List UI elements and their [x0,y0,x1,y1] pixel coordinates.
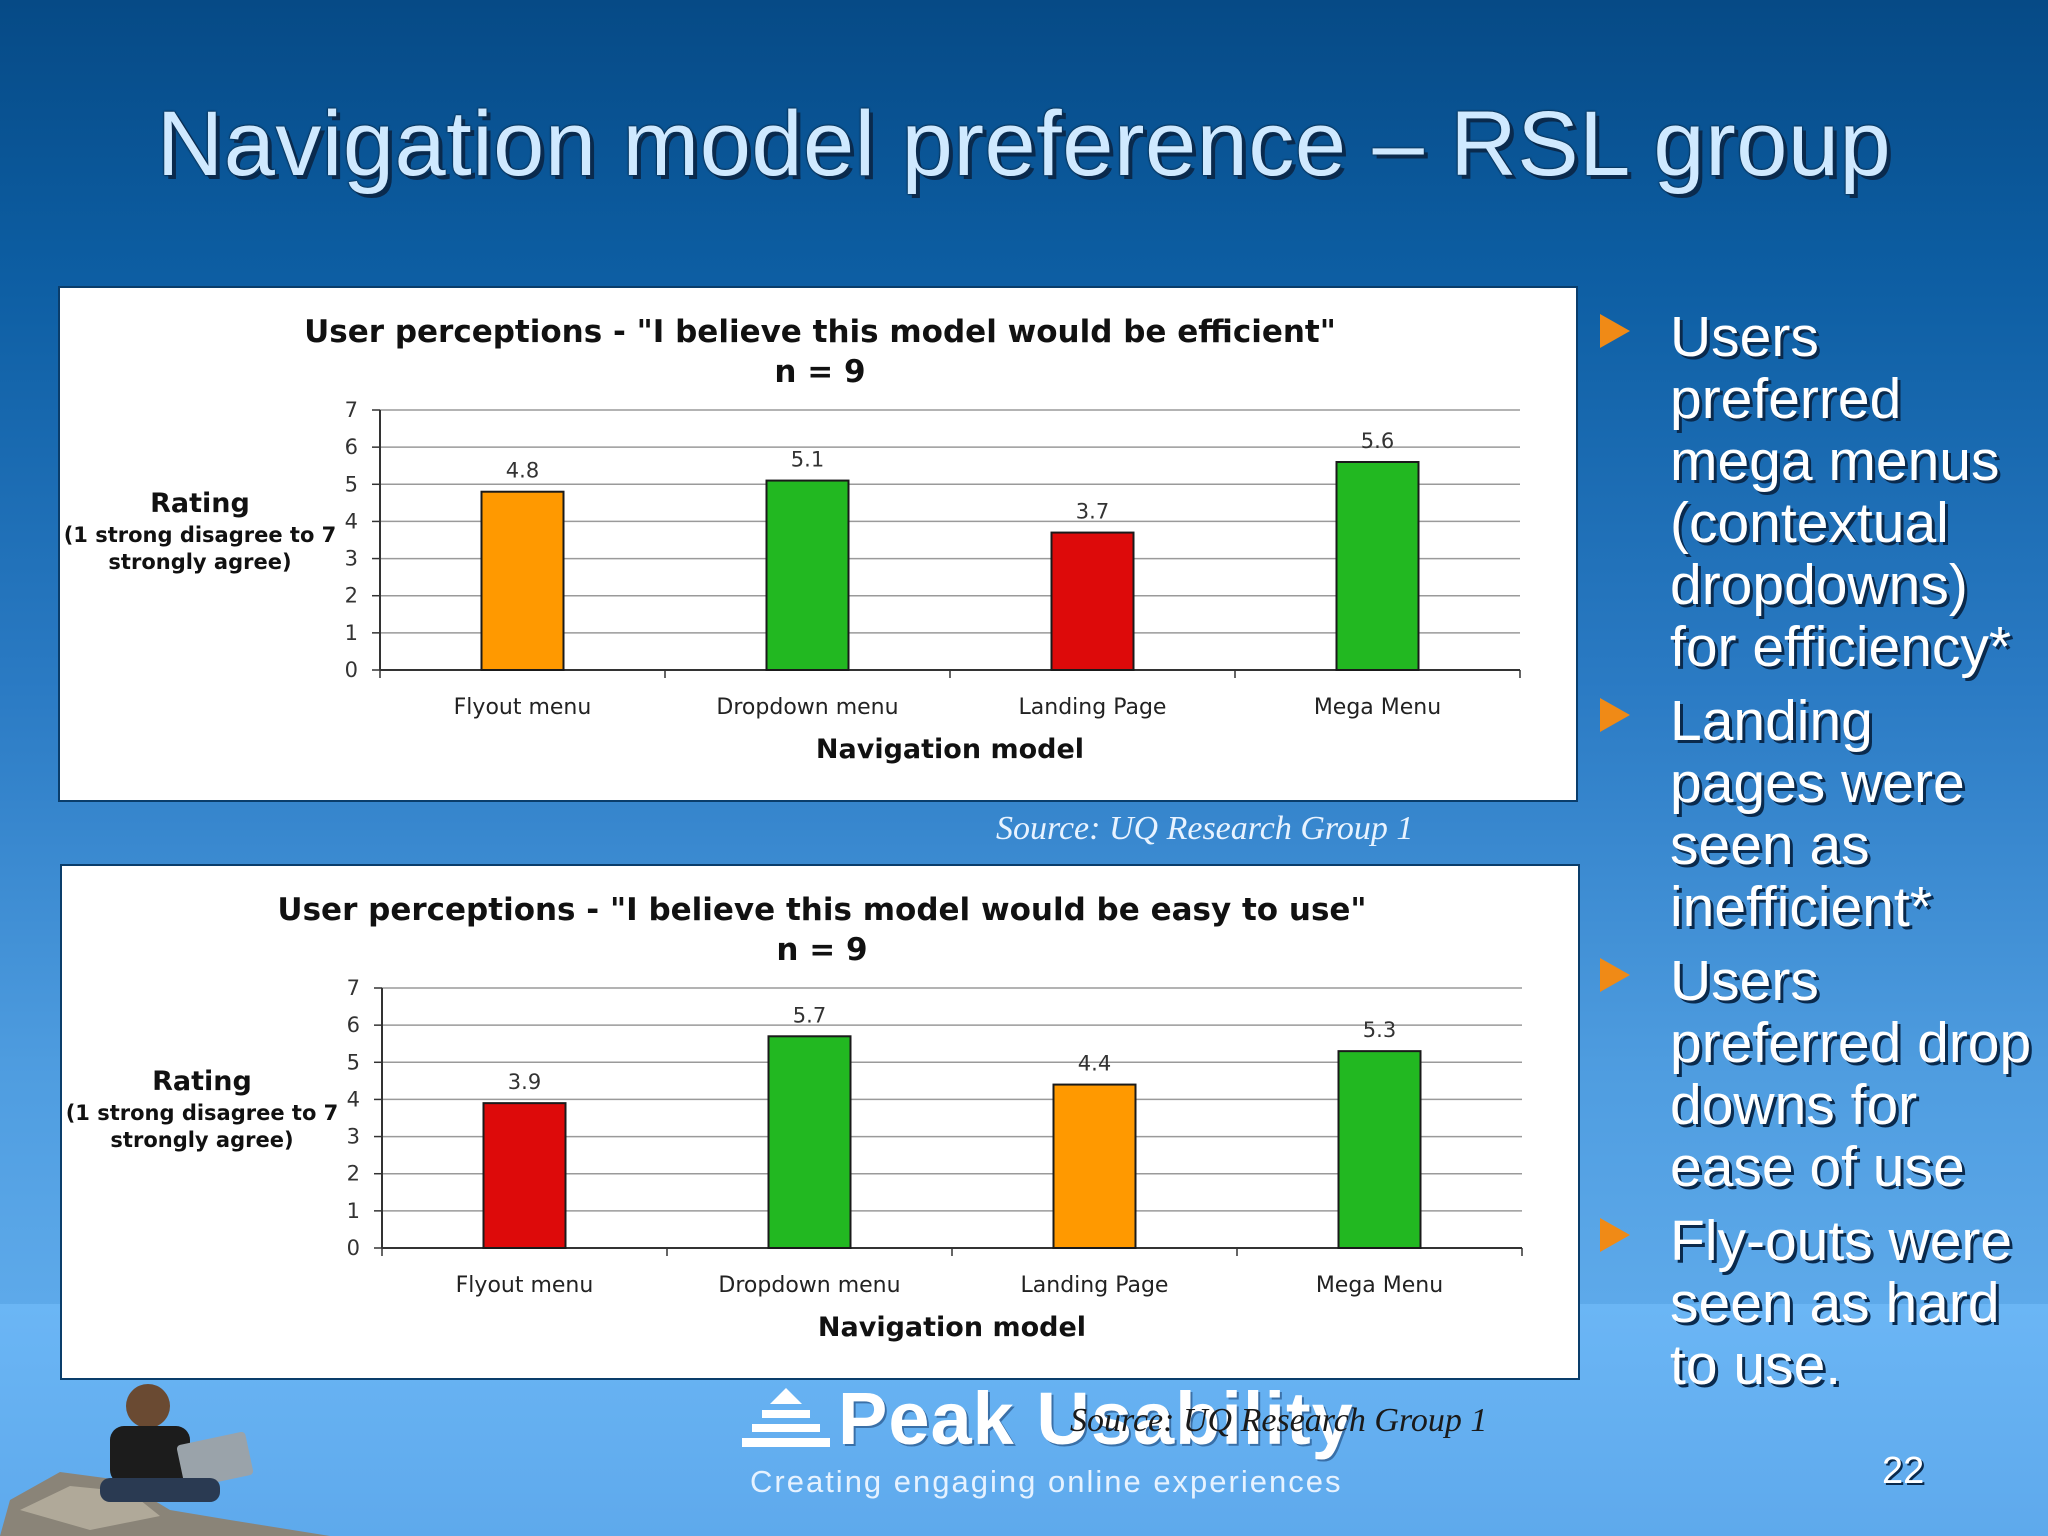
bar [482,1102,567,1249]
bar [480,490,565,671]
y-tick-label: 3 [347,1125,360,1149]
x-tick-label: Landing Page [1021,1273,1169,1298]
bar-value-label: 3.7 [1076,500,1109,524]
person-on-rock-photo [0,1384,330,1536]
page-number: 22 [1882,1450,1925,1492]
bar-value-label: 5.7 [793,1003,826,1027]
y-tick-label: 3 [345,547,358,571]
y-tick-label: 2 [347,1162,360,1186]
source-note-2: Source: UQ Research Group 1 [1070,1402,1488,1439]
logo-tagline: Creating engaging online experiences [750,1464,1343,1499]
logo-mountain-icon [742,1388,830,1447]
efficiency-chart: User perceptions - "I believe this model… [58,286,1578,802]
bar [1052,1083,1137,1249]
y-tick-label: 0 [347,1236,360,1260]
y-axis-label: Rating [152,1066,252,1097]
y-tick-label: 4 [347,1087,360,1111]
chart-title: User perceptions - "I believe this model… [277,892,1366,928]
chart-subtitle: n = 9 [774,354,865,390]
y-tick-label: 1 [345,621,358,645]
bullet-item: Users preferred drop downs for ease of u… [1592,950,2032,1198]
y-axis-sublabel: strongly agree) [110,1128,293,1152]
bullet-item: Fly-outs were seen as hard to use. [1592,1210,2032,1396]
y-tick-label: 6 [345,435,358,459]
source-note-1: Source: UQ Research Group 1 [996,810,1414,847]
x-axis-label: Navigation model [818,1312,1086,1343]
y-tick-label: 5 [347,1050,360,1074]
y-tick-label: 0 [345,658,358,682]
y-tick-label: 7 [347,976,360,1000]
bar [1335,461,1420,671]
bar [1337,1050,1422,1249]
x-tick-label: Landing Page [1019,695,1167,720]
bullet-text: Users preferred drop downs for ease of u… [1670,949,2032,1199]
bullet-text: Users preferred mega menus (contextual d… [1670,305,2012,679]
bullet-list: Users preferred mega menus (contextual d… [1592,306,2032,1408]
bar-value-label: 5.6 [1361,429,1394,453]
y-axis-label: Rating [150,488,250,519]
bar [1050,531,1135,671]
x-tick-label: Flyout menu [456,1273,594,1298]
chart-subtitle: n = 9 [776,932,867,968]
triangle-bullet-icon [1600,314,1630,348]
bullet-text: Landing pages were seen as inefficient* [1670,689,1965,939]
y-tick-label: 2 [345,584,358,608]
x-tick-label: Mega Menu [1314,695,1441,720]
bar-value-label: 5.3 [1363,1018,1396,1042]
ease-of-use-chart: User perceptions - "I believe this model… [60,864,1580,1380]
bullet-item: Users preferred mega menus (contextual d… [1592,306,2032,678]
y-tick-label: 6 [347,1013,360,1037]
triangle-bullet-icon [1600,958,1630,992]
x-tick-label: Mega Menu [1316,1273,1443,1298]
y-axis-sublabel: (1 strong disagree to 7 [64,523,337,547]
x-tick-label: Flyout menu [454,695,592,720]
bar-value-label: 5.1 [791,448,824,472]
y-tick-label: 4 [345,509,358,533]
bullet-item: Landing pages were seen as inefficient* [1592,690,2032,938]
bar-value-label: 4.4 [1078,1052,1111,1076]
chart-title: User perceptions - "I believe this model… [304,314,1336,350]
bar-value-label: 4.8 [506,459,539,483]
y-tick-label: 7 [345,398,358,422]
ease-of-use-chart-svg: User perceptions - "I believe this model… [66,892,1523,1343]
bar-value-label: 3.9 [508,1070,541,1094]
bullet-text: Fly-outs were seen as hard to use. [1670,1209,2013,1397]
efficiency-chart-svg: User perceptions - "I believe this model… [64,314,1521,765]
slide-title: Navigation model preference – RSL group [156,93,1892,195]
y-tick-label: 1 [347,1199,360,1223]
bar [767,1035,852,1249]
x-tick-label: Dropdown menu [718,1273,900,1298]
y-tick-label: 5 [345,472,358,496]
bar [765,479,850,671]
peak-usability-logo: Peak Usability Creating engaging online … [740,1376,1380,1506]
y-axis-sublabel: (1 strong disagree to 7 [66,1101,339,1125]
x-axis-label: Navigation model [816,734,1084,765]
x-tick-label: Dropdown menu [716,695,898,720]
triangle-bullet-icon [1600,1218,1630,1252]
triangle-bullet-icon [1600,698,1630,732]
logo-name: Peak Usability [838,1377,1354,1460]
y-axis-sublabel: strongly agree) [108,550,291,574]
